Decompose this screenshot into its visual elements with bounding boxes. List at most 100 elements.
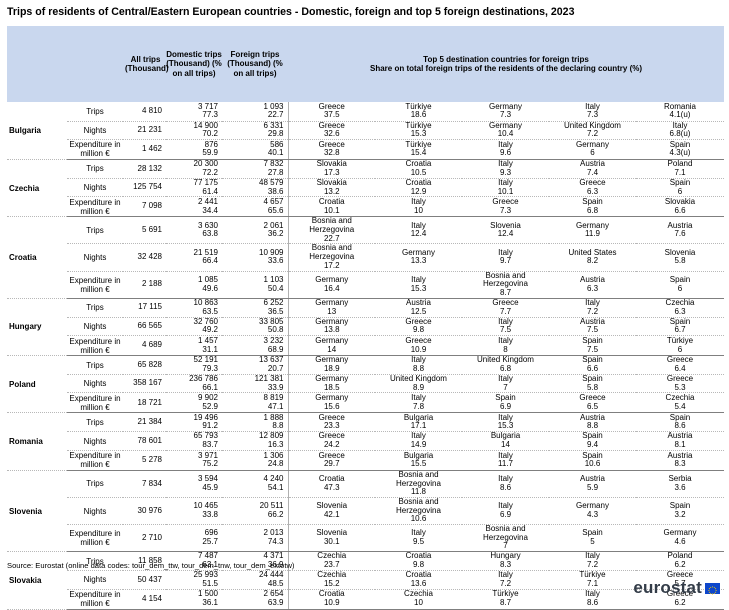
indicator-label: Nights xyxy=(67,317,123,337)
domestic-cell: 1 500 36.1 xyxy=(166,589,222,610)
destination-country: Slovenia xyxy=(664,247,696,257)
destination-share: 7.6 xyxy=(674,229,686,239)
destination-cell: Germany 10.4 xyxy=(462,121,549,140)
destination-cell: Czechia 5.4 xyxy=(636,392,724,414)
destination-cell: Germany 13 xyxy=(287,297,375,318)
destination-share: 6.3 xyxy=(674,306,686,316)
foreign-cell: 2 061 36.2 xyxy=(222,216,288,245)
destination-cell: Serbia 3.6 xyxy=(636,470,724,498)
destination-cell: Italy 14.9 xyxy=(375,432,462,451)
destination-cell: Germany 18.5 xyxy=(287,374,375,394)
foreign-share: 27.8 xyxy=(267,167,284,177)
destination-share: 5.3 xyxy=(674,382,686,392)
domestic-cell: 20 300 72.2 xyxy=(166,159,222,179)
indicator-label: Nights xyxy=(67,431,123,451)
destination-cell: Italy 9.7 xyxy=(462,243,549,272)
destination-country: United Kingdom xyxy=(564,120,621,130)
foreign-share: 20.7 xyxy=(267,364,284,374)
destination-share: 6.8 xyxy=(499,364,512,374)
destination-cell: Croatia 10.5 xyxy=(375,159,462,179)
foreign-value: 20 511 xyxy=(259,501,284,511)
domestic-share: 51.5 xyxy=(202,578,218,588)
destination-cell: Italy 9.6 xyxy=(462,139,549,160)
foreign-cell: 3 232 68.9 xyxy=(222,335,288,357)
domestic-cell: 3 971 75.2 xyxy=(166,450,222,471)
destination-share: 15.3 xyxy=(497,421,514,431)
indicator-label: Expenditure in million € xyxy=(67,139,123,160)
destination-country: Austria xyxy=(667,450,693,460)
destination-share: 6.6 xyxy=(674,205,686,215)
header-domestic-trips: Domestic trips (Thousand) (% on all trip… xyxy=(166,26,222,102)
destination-country: Germany xyxy=(315,297,349,307)
destination-share: 6.3 xyxy=(586,186,599,196)
destination-share: 7.3 xyxy=(499,205,512,215)
destination-country: Greece xyxy=(318,450,345,460)
country-label: Poland xyxy=(7,355,67,414)
domestic-cell: 9 902 52.9 xyxy=(166,392,222,414)
destination-country: Hungary xyxy=(490,551,521,561)
destination-cell: Greece 32.6 xyxy=(287,120,375,140)
destination-share: 11.9 xyxy=(585,229,600,239)
all-trips-cell: 4 810 xyxy=(123,102,166,122)
destination-share: 15.4 xyxy=(410,148,427,158)
destination-cell: Greece 29.7 xyxy=(287,450,375,471)
destination-cell: Spain 6.9 xyxy=(462,392,549,414)
destination-cell: Austria 8.3 xyxy=(636,450,724,471)
foreign-value: 48 579 xyxy=(259,177,284,187)
domestic-value: 10 465 xyxy=(193,501,218,511)
destination-country: Greece xyxy=(318,120,345,130)
destination-cell: Italy 7.2 xyxy=(549,298,636,318)
destination-share: 12.4 xyxy=(497,229,514,239)
destination-country: Croatia xyxy=(405,551,432,561)
table-row: Nights 32 428 21 519 66.4 10 909 33.6 Bos… xyxy=(7,243,724,272)
domestic-value: 14 900 xyxy=(193,120,218,130)
destination-cell: Italy 9.5 xyxy=(375,524,462,553)
table-row: Czechia Trips 28 132 20 300 72.2 7 832 27.… xyxy=(7,159,724,218)
destination-share: 7.3 xyxy=(586,110,599,120)
domestic-cell: 696 25.7 xyxy=(166,524,222,553)
table-row: Nights 66 565 32 760 49.2 33 805 50.8 Ger… xyxy=(7,316,724,337)
destination-cell: Italy 9.3 xyxy=(462,159,549,179)
domestic-value: 876 xyxy=(204,139,218,149)
foreign-value: 24 444 xyxy=(259,570,284,580)
foreign-share: 16.3 xyxy=(267,440,284,450)
domestic-cell: 7 487 63.1 xyxy=(166,551,222,572)
destination-country: Bosnia and Herzegovina xyxy=(483,270,528,289)
destination-cell: Slovakia 13.2 xyxy=(287,178,375,198)
foreign-share: 66.2 xyxy=(267,510,284,520)
destination-share: 7.7 xyxy=(499,306,512,316)
destination-cell: United Kingdom 8.9 xyxy=(375,374,462,394)
domestic-value: 65 793 xyxy=(193,431,218,441)
eu-star-icon xyxy=(711,593,714,595)
destination-share: 7.5 xyxy=(586,344,599,354)
domestic-value: 25 993 xyxy=(193,570,218,580)
header-top5-subtitle: Share on total foreign trips of the resi… xyxy=(369,64,643,73)
destination-cell: Greece 23.3 xyxy=(287,412,375,433)
domestic-share: 59.9 xyxy=(202,148,218,158)
destination-cell: Italy 7 xyxy=(462,374,549,394)
destination-share: 8.1 xyxy=(674,440,686,450)
destination-country: Greece xyxy=(318,139,345,149)
destination-share: 42.1 xyxy=(323,510,340,520)
header-row: All trips (Thousand) Domestic trips (Tho… xyxy=(7,26,724,102)
all-trips-cell: 50 437 xyxy=(123,570,166,590)
destination-share: 7 xyxy=(503,382,508,392)
destination-cell: Greece 7.3 xyxy=(462,196,549,218)
destination-cell: Spain 6.8 xyxy=(549,196,636,218)
foreign-share: 47.1 xyxy=(267,401,284,411)
domestic-value: 52 191 xyxy=(193,355,218,365)
foreign-cell: 4 240 54.1 xyxy=(222,470,288,498)
destination-country: Poland xyxy=(667,551,693,561)
destination-cell: Slovakia 6.6 xyxy=(636,196,724,218)
foreign-cell: 33 805 50.8 xyxy=(222,317,288,337)
destination-country: Austria xyxy=(580,316,605,326)
destination-cell: Spain 6.6 xyxy=(549,355,636,376)
table-body: Bulgaria Trips 4 810 3 717 77.3 1 093 22.7… xyxy=(7,102,724,610)
destination-cell: Croatia 9.8 xyxy=(375,551,462,572)
table-row: Expenditure in million €1 462 876 59.9 5… xyxy=(7,139,724,160)
destination-share: 7 xyxy=(503,541,508,551)
destination-country: Italy xyxy=(498,474,513,484)
destination-share: 15.6 xyxy=(323,401,340,411)
country-label: Bulgaria xyxy=(7,102,67,160)
domestic-value: 32 760 xyxy=(193,316,218,326)
